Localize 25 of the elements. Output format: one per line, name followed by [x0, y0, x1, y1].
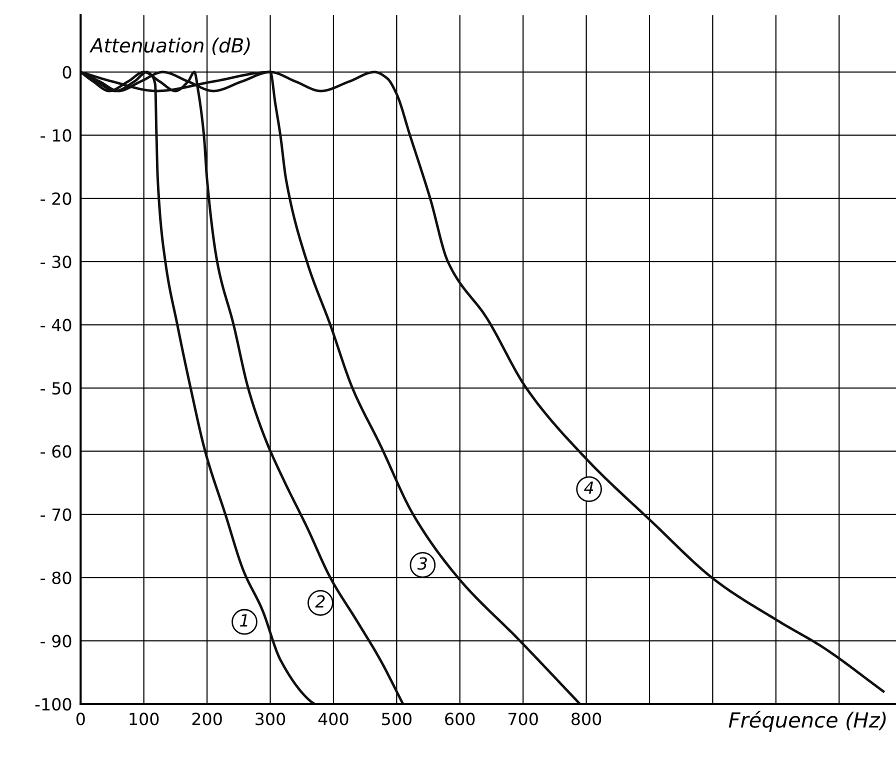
series-label: 1 [240, 614, 248, 626]
y-tick-label: - 40 [40, 318, 72, 332]
y-tick-label: - 90 [40, 634, 72, 648]
x-tick-label: 600 [445, 712, 475, 726]
series-label: 4 [584, 482, 594, 494]
x-tick-label: 200 [192, 712, 222, 726]
y-tick-label: - 70 [40, 508, 72, 521]
y-tick-label: - 10 [40, 129, 72, 142]
x-tick-label: 0 [76, 712, 85, 726]
x-axis-title: Fréquence (Hz) [728, 710, 886, 732]
y-tick-label: - 60 [40, 445, 72, 458]
x-tick-label: 500 [382, 712, 412, 726]
x-tick-label: 400 [318, 712, 348, 726]
y-tick-label: - 20 [40, 192, 72, 205]
y-tick-label: 0 [62, 66, 72, 79]
y-tick-label: - 80 [40, 572, 72, 584]
x-tick-label: 800 [572, 712, 602, 726]
y-tick-label: - 30 [40, 256, 72, 268]
x-tick-label: 300 [256, 712, 286, 726]
x-tick-label: 100 [130, 712, 159, 726]
x-tick-label: 700 [508, 712, 538, 726]
y-tick-label: - 50 [40, 382, 72, 395]
series-label: 3 [417, 557, 427, 570]
series-label: 2 [315, 595, 325, 608]
y-tick-label: -100 [35, 698, 72, 711]
